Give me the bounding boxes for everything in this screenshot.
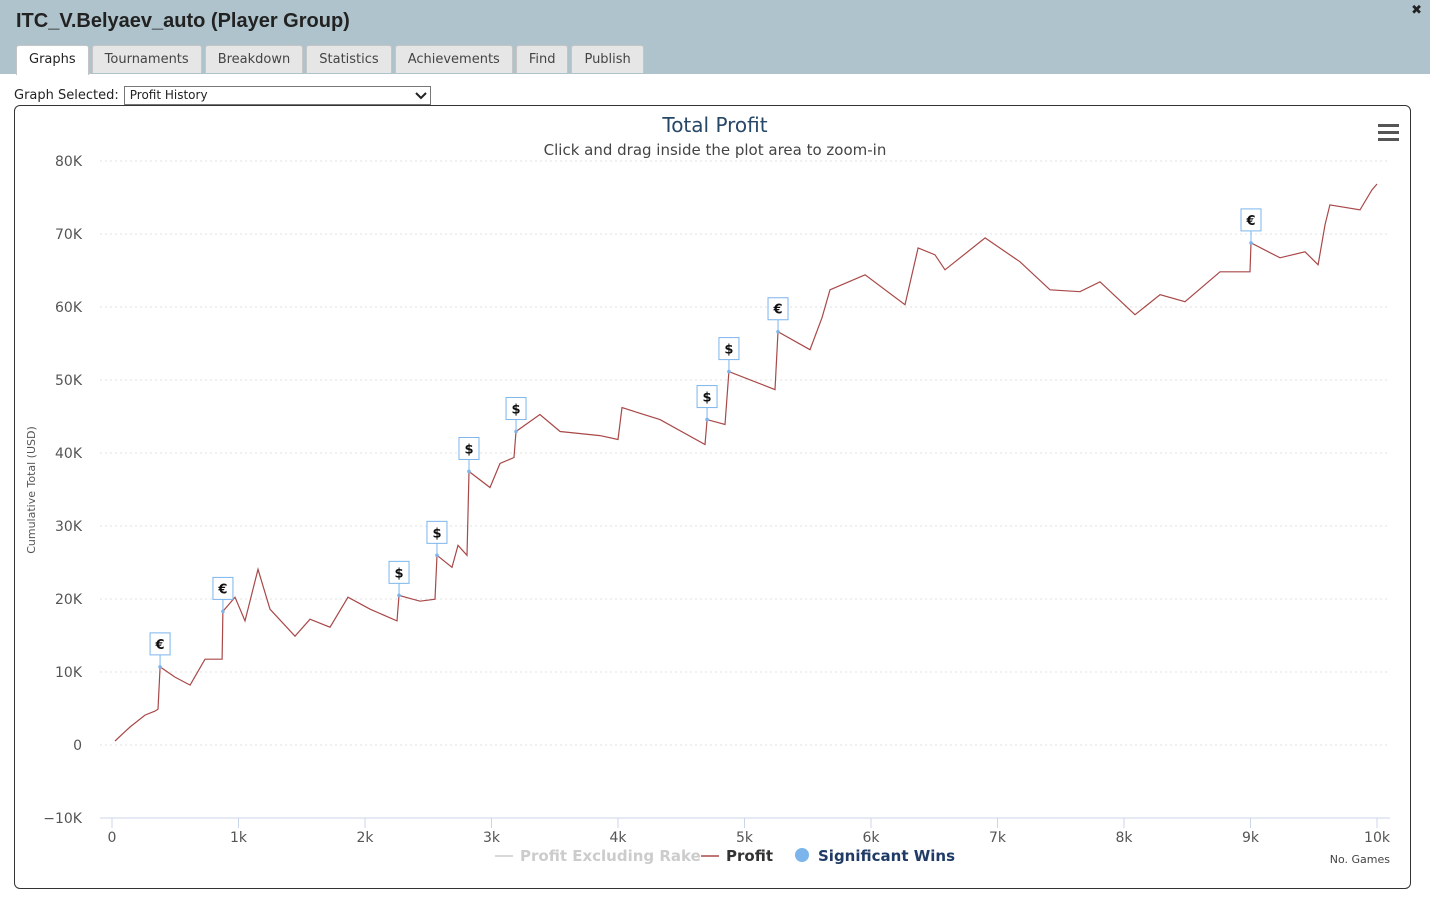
tab[interactable]: Publish <box>571 45 644 73</box>
tab-bar: Graphs Tournaments Breakdown Statistics Achi… <box>16 45 644 75</box>
tab[interactable]: Tournaments <box>91 45 202 73</box>
dropdown-arrow <box>415 92 427 100</box>
window-header: ITC_V.Belyaev_auto (Player Group) ✖ Grap… <box>0 0 1430 75</box>
chart-frame <box>14 105 1411 889</box>
selector-label: Graph Selected: <box>14 88 119 103</box>
tab[interactable]: Graphs <box>16 45 89 75</box>
tab[interactable]: Find <box>515 45 569 73</box>
close-button[interactable]: ✖ <box>1411 3 1422 18</box>
window-title: ITC_V.Belyaev_auto (Player Group) <box>16 10 350 32</box>
selector-value: Profit History <box>129 88 208 102</box>
tab[interactable]: Achievements <box>394 45 513 73</box>
menu-icon[interactable] <box>1378 124 1399 141</box>
graph-selector: Graph Selected: Profit History <box>14 86 431 105</box>
tab[interactable]: Breakdown <box>204 45 304 73</box>
selector-dropdown[interactable]: Profit History <box>123 86 431 105</box>
tab[interactable]: Statistics <box>306 45 392 73</box>
